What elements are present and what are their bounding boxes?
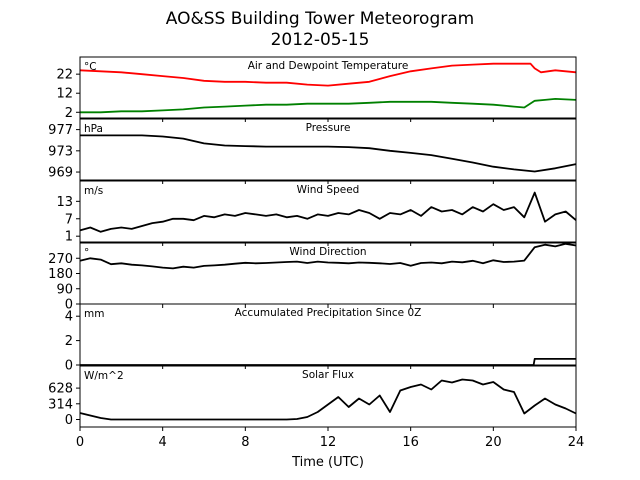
panel-3-ytick-label-0: 0 [65,298,73,313]
panel-2: 1 7 13 m/s Wind Speed [56,180,577,246]
panel-4-ytick-label-2: 4 [65,310,73,325]
panel-2-ytick-label-2: 13 [56,195,73,210]
panel-1-series-0 [80,134,577,173]
panel-0-series-0 [79,62,577,87]
x-tick-label-5: 20 [485,435,502,450]
panel-1-ytick-label-1: 973 [48,144,73,159]
panel-2-series-0 [79,191,577,233]
panel-2-ytick-label-0: 1 [65,230,73,245]
panel-0-unit: °C [84,61,97,73]
panel-3-ytick-label-2: 180 [48,267,73,282]
panel-1-ytick-label-2: 977 [48,123,73,138]
figure-subtitle: 2012-05-15 [271,30,370,50]
panel-4-title: Accumulated Precipitation Since 0Z [235,307,422,319]
panel-4: 0 2 4 mm Accumulated Precipitation Since 0Z [65,303,577,374]
panel-3-ytick-label-1: 90 [56,282,73,297]
panel-3-ytick-label-3: 270 [48,252,73,267]
panel-0-ytick-label-0: 2 [65,106,73,121]
panel-3-series-0 [79,242,577,270]
x-axis-label: Time (UTC) [291,455,364,470]
panel-5-title: Solar Flux [302,369,354,381]
panel-3-title: Wind Direction [289,246,366,258]
panel-4-ytick-label-0: 0 [65,359,73,374]
panel-0-ytick-label-1: 12 [56,87,73,102]
panel-4-unit: mm [84,308,104,320]
panel-0: 2 12 22 °C Air and Dewpoint Temperature [56,56,577,122]
x-tick-label-4: 16 [402,435,419,450]
panel-5-series-0 [79,378,577,421]
x-tick-label-0: 0 [76,435,84,450]
panel-4-series-0 [80,357,576,366]
panel-2-title: Wind Speed [297,184,360,196]
panel-2-ytick-label-1: 7 [65,212,73,227]
panel-1-unit: hPa [84,123,103,135]
x-tick-label-1: 4 [159,435,167,450]
panel-5-ytick-label-2: 628 [48,382,73,397]
panel-4-ytick-label-1: 2 [65,334,73,349]
panel-5-ytick-label-0: 0 [65,413,73,428]
x-tick-label-2: 8 [241,435,249,450]
figure-title: AO&SS Building Tower Meteorogram [166,9,474,29]
x-tick-label-6: 24 [568,435,585,450]
panel-1: 969 973 977 hPa Pressure [48,118,577,184]
panel-1-title: Pressure [306,122,351,134]
panel-5-ytick-label-1: 314 [48,397,73,412]
panel-0-series-1 [80,98,577,114]
x-tick-label-3: 12 [320,435,337,450]
panel-3-unit: ° [84,247,89,259]
panel-0-title: Air and Dewpoint Temperature [248,60,409,72]
panel-1-ytick-label-0: 969 [48,166,73,181]
panel-2-unit: m/s [84,185,103,197]
panel-5-unit: W/m^2 [84,370,124,382]
panel-0-ytick-label-2: 22 [56,68,73,83]
